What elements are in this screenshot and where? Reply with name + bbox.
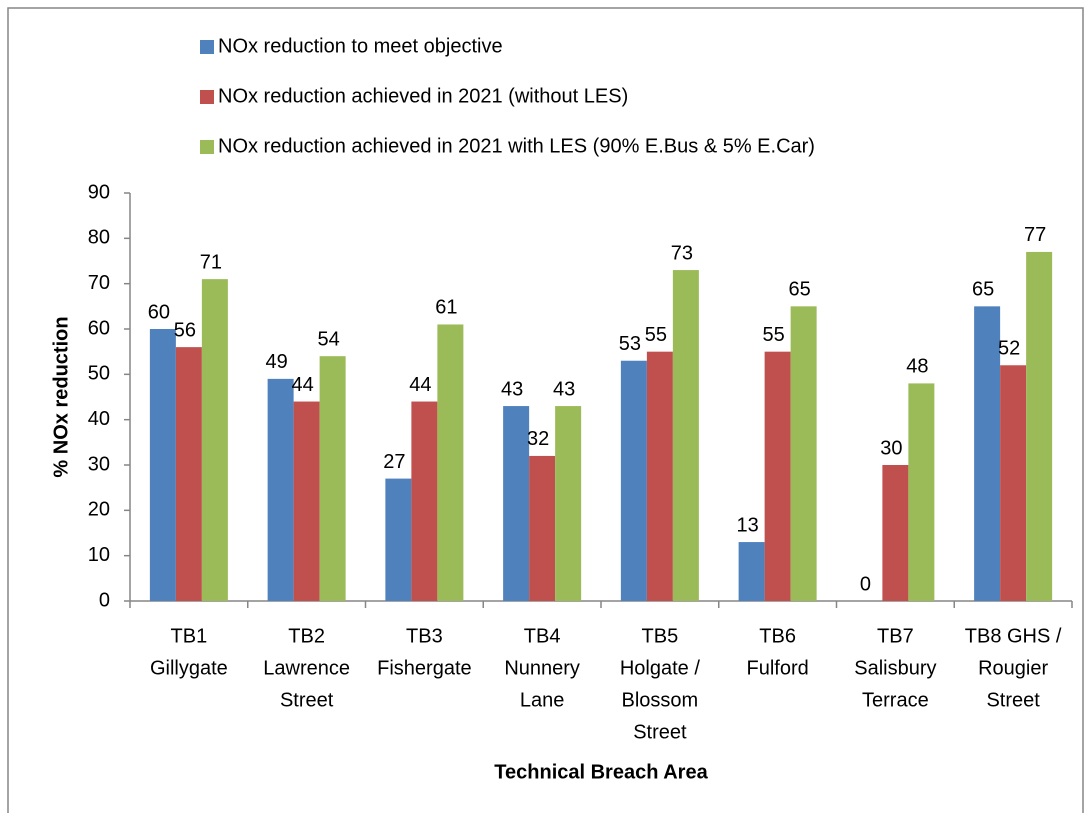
bar — [411, 401, 438, 601]
x-tick-label: Holgate / — [620, 657, 700, 679]
bar — [1026, 251, 1053, 601]
data-label: 30 — [880, 437, 902, 459]
x-tick-label: TB8 GHS / — [965, 625, 1062, 647]
bar — [882, 465, 909, 601]
data-label: 0 — [860, 573, 871, 595]
bar — [764, 351, 791, 601]
x-tick-label: Nunnery — [504, 657, 580, 679]
y-tick-label: 90 — [88, 181, 110, 203]
x-tick-label: TB3 — [406, 625, 443, 647]
data-label: 77 — [1024, 224, 1046, 246]
bar — [555, 406, 582, 601]
x-tick-label: Gillygate — [150, 657, 228, 679]
data-label: 55 — [763, 324, 785, 346]
legend-label: NOx reduction to meet objective — [218, 35, 503, 57]
data-label: 44 — [409, 374, 431, 396]
x-tick-label: Lawrence — [263, 657, 350, 679]
legend-label: NOx reduction achieved in 2021 (without … — [218, 85, 628, 107]
bar — [1000, 365, 1027, 601]
legend-swatch — [200, 40, 214, 54]
data-label: 65 — [972, 279, 994, 301]
x-tick-label: TB2 — [288, 625, 325, 647]
y-tick-label: 60 — [88, 317, 110, 339]
y-tick-label: 40 — [88, 408, 110, 430]
data-label: 44 — [292, 374, 314, 396]
bar — [646, 351, 673, 601]
y-tick-label: 30 — [88, 453, 110, 475]
y-tick-label: 0 — [99, 589, 110, 611]
y-tick-label: 20 — [88, 499, 110, 521]
x-tick-label: TB7 — [877, 625, 914, 647]
bar — [175, 347, 202, 601]
data-label: 32 — [527, 428, 549, 450]
x-tick-label: Street — [280, 689, 334, 711]
legend-swatch — [200, 140, 214, 154]
x-tick-label: Blossom — [622, 689, 699, 711]
y-tick-label: 50 — [88, 363, 110, 385]
data-label: 52 — [998, 338, 1020, 360]
y-axis-label: % NOx reduction — [50, 316, 72, 477]
x-tick-label: Lane — [520, 689, 565, 711]
bar — [319, 356, 346, 601]
data-label: 53 — [619, 333, 641, 355]
legend-label: NOx reduction achieved in 2021 with LES … — [218, 135, 815, 157]
y-tick-label: 10 — [88, 544, 110, 566]
bar — [908, 383, 935, 601]
bar — [974, 306, 1001, 601]
bar — [149, 329, 176, 601]
data-label: 55 — [645, 324, 667, 346]
data-label: 54 — [318, 328, 340, 350]
x-tick-label: TB6 — [759, 625, 796, 647]
x-tick-label: Fulford — [747, 657, 809, 679]
bar — [620, 360, 647, 601]
data-label: 73 — [671, 242, 693, 264]
y-tick-label: 80 — [88, 227, 110, 249]
x-tick-label: Salisbury — [854, 657, 936, 679]
data-label: 27 — [383, 451, 405, 473]
bar — [293, 401, 320, 601]
bar — [790, 306, 817, 601]
data-label: 48 — [906, 356, 928, 378]
bar — [385, 478, 412, 601]
x-tick-label: Street — [633, 721, 687, 743]
data-label: 49 — [266, 351, 288, 373]
bar — [437, 324, 464, 601]
chart-frame — [7, 7, 1084, 813]
bar — [201, 279, 228, 601]
data-label: 71 — [200, 251, 222, 273]
data-label: 13 — [737, 514, 759, 536]
bar — [672, 270, 699, 601]
bar — [738, 542, 765, 601]
data-label: 43 — [501, 378, 523, 400]
data-label: 65 — [789, 279, 811, 301]
bar — [267, 378, 294, 601]
data-label: 56 — [174, 319, 196, 341]
x-tick-label: TB4 — [524, 625, 561, 647]
y-tick-label: 70 — [88, 272, 110, 294]
bar — [503, 406, 530, 601]
x-tick-label: Fishergate — [377, 657, 472, 679]
x-tick-label: Street — [986, 689, 1040, 711]
data-label: 43 — [553, 378, 575, 400]
legend-swatch — [200, 90, 214, 104]
data-label: 60 — [148, 301, 170, 323]
data-label: 61 — [435, 297, 457, 319]
x-tick-label: Rougier — [978, 657, 1048, 679]
x-tick-label: TB1 — [171, 625, 208, 647]
bar — [529, 455, 556, 601]
x-axis-label: Technical Breach Area — [494, 761, 708, 783]
x-tick-label: Terrace — [862, 689, 929, 711]
x-tick-label: TB5 — [642, 625, 679, 647]
